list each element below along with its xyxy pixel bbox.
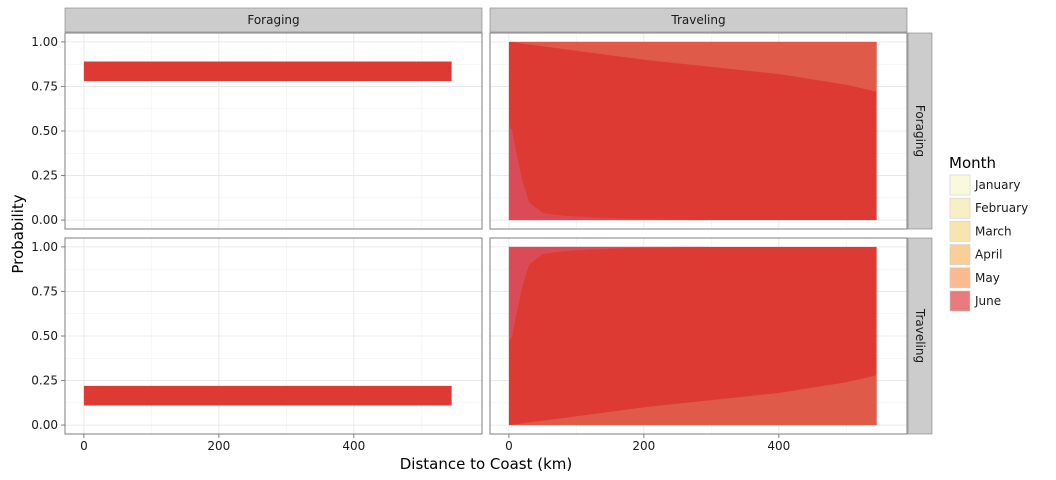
row-strip-label: Foraging bbox=[913, 105, 927, 157]
legend: Month January February March April May June bbox=[948, 154, 1028, 313]
x-tick-label: 400 bbox=[767, 439, 790, 453]
panel-foraging-traveling bbox=[489, 32, 908, 230]
legend-label: May bbox=[975, 271, 1000, 285]
legend-item: May bbox=[948, 266, 1000, 290]
y-tick-label: 0.25 bbox=[31, 374, 58, 388]
legend-swatch bbox=[949, 290, 971, 312]
column-strip bbox=[489, 7, 908, 33]
probability-ribbon-upper bbox=[508, 246, 712, 342]
y-tick-label: 0.50 bbox=[31, 329, 58, 343]
probability-band bbox=[83, 385, 452, 406]
row-strip bbox=[907, 237, 933, 435]
legend-item: February bbox=[948, 196, 1028, 220]
column-strip-label: Traveling bbox=[670, 13, 725, 27]
panel-border bbox=[489, 237, 908, 435]
panel-traveling-foraging bbox=[64, 237, 483, 435]
x-tick-label: 200 bbox=[632, 439, 655, 453]
legend-item: March bbox=[948, 219, 1012, 243]
legend-swatch bbox=[949, 244, 971, 265]
legend-swatch bbox=[949, 221, 971, 242]
y-tick-label: 0.00 bbox=[31, 418, 58, 432]
probability-ribbon-lower bbox=[508, 375, 877, 426]
panel-foraging-foraging bbox=[64, 32, 483, 230]
legend-title: Month bbox=[949, 154, 996, 172]
y-tick-label: 1.00 bbox=[31, 240, 58, 254]
legend-swatch bbox=[949, 267, 971, 289]
x-tick-label: 200 bbox=[207, 439, 230, 453]
x-tick-label: 0 bbox=[505, 439, 513, 453]
panel-border bbox=[489, 32, 908, 230]
probability-band bbox=[83, 61, 452, 82]
legend-item: April bbox=[948, 243, 1002, 267]
y-tick-label: 0.50 bbox=[31, 124, 58, 138]
column-strip-label: Foraging bbox=[247, 13, 299, 27]
legend-label: March bbox=[975, 224, 1012, 238]
legend-label: June bbox=[974, 294, 1001, 308]
column-strip bbox=[64, 7, 483, 33]
probability-ribbon-upper bbox=[508, 41, 877, 92]
axes-layer: 0.00 0.25 0.50 0.75 1.00 0.00 0.25 0.50 0.75 1.00… bbox=[31, 35, 790, 453]
panel-traveling-traveling bbox=[489, 237, 908, 435]
legend-label: January bbox=[974, 178, 1021, 192]
x-axis-title: Distance to Coast (km) bbox=[400, 455, 573, 473]
legend-item: June bbox=[948, 289, 1001, 313]
legend-item: January bbox=[948, 173, 1021, 197]
facet-strips: Foraging Traveling Foraging Traveling bbox=[64, 7, 933, 435]
x-tick-label: 400 bbox=[342, 439, 365, 453]
probability-ribbon-lower bbox=[508, 125, 712, 221]
y-tick-label: 0.75 bbox=[31, 79, 58, 93]
y-tick-label: 0.00 bbox=[31, 213, 58, 227]
y-axis-title: Probability bbox=[9, 194, 27, 273]
panels-layer bbox=[64, 32, 908, 435]
row-strip-label: Traveling bbox=[913, 308, 927, 363]
legend-swatch bbox=[949, 174, 971, 196]
x-tick-label: 0 bbox=[80, 439, 88, 453]
legend-swatch bbox=[949, 197, 971, 219]
y-tick-label: 0.25 bbox=[31, 169, 58, 183]
legend-label: April bbox=[975, 248, 1002, 262]
y-tick-label: 0.75 bbox=[31, 284, 58, 298]
row-strip bbox=[907, 32, 933, 230]
y-tick-label: 1.00 bbox=[31, 35, 58, 49]
legend-label: February bbox=[975, 201, 1028, 215]
